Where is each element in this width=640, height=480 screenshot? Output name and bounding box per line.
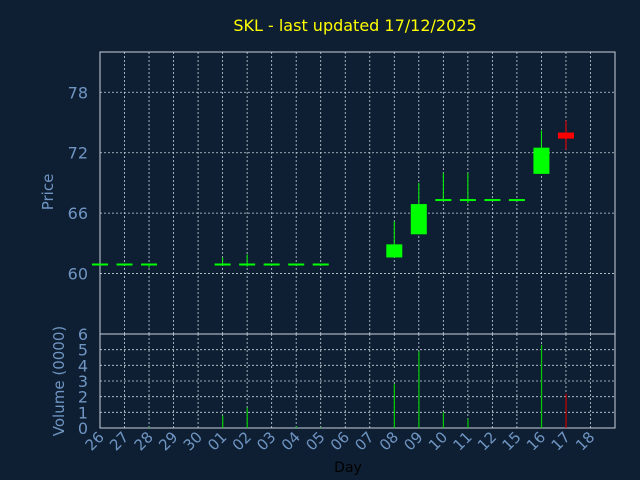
x-tick-label: 15 (499, 428, 525, 454)
x-tick-label: 30 (180, 428, 206, 454)
candle-body (410, 204, 427, 235)
volume-bar (295, 426, 297, 428)
volume-bar (393, 384, 395, 428)
price-panel-frame (99, 51, 616, 335)
candle-body (312, 263, 329, 266)
x-tick-label: 28 (131, 428, 157, 454)
price-y-ticks: 60 66 72 78 (68, 83, 88, 283)
volume-bar (246, 407, 248, 428)
volume-tick-label: 5 (78, 341, 88, 360)
volume-bar (467, 418, 469, 428)
x-tick-label: 07 (351, 428, 377, 454)
x-tick-label: 27 (106, 428, 132, 454)
x-axis-label: Day (334, 460, 362, 476)
volume-tick-label: 3 (78, 372, 88, 391)
x-tick-label: 08 (376, 428, 402, 454)
candle-body (263, 263, 280, 266)
volume-panel-frame (99, 333, 616, 429)
x-tick-label: 10 (425, 428, 451, 454)
price-axis-label: Price (39, 174, 57, 211)
volume-bar (222, 415, 224, 428)
price-grid (100, 52, 615, 334)
volume-tick-label: 1 (78, 403, 88, 422)
candle-body (459, 199, 476, 202)
x-tick-label: 17 (548, 428, 574, 454)
volume-bar (540, 344, 543, 428)
chart-title: SKL - last updated 17/12/2025 (233, 16, 476, 35)
candle-body (484, 199, 501, 202)
price-tick-label: 60 (68, 265, 88, 284)
volume-tick-label: 0 (78, 419, 88, 438)
price-tick-label: 66 (68, 204, 88, 223)
volume-bar (148, 427, 150, 428)
x-tick-label: 16 (523, 428, 549, 454)
candle-body (288, 263, 305, 266)
candle-body (386, 244, 403, 258)
volume-axis-label: Volume (0000) (50, 326, 68, 436)
volume-grid (100, 334, 615, 428)
volume-bar (320, 427, 322, 428)
candle-body (557, 132, 574, 139)
x-tick-label: 04 (278, 428, 304, 454)
candle-body (239, 263, 256, 266)
x-tick-label: 02 (229, 428, 255, 454)
candle-body (116, 263, 133, 266)
volume-tick-label: 4 (78, 356, 88, 375)
volume-bar (565, 393, 567, 428)
x-tick-label: 05 (302, 428, 328, 454)
candle-body (533, 147, 550, 174)
volume-bar (418, 351, 420, 428)
candle-body (508, 199, 525, 202)
x-tick-label: 09 (400, 428, 426, 454)
x-tick-label: 06 (327, 428, 353, 454)
volume-tick-label: 6 (78, 325, 88, 344)
price-tick-label: 72 (68, 144, 88, 163)
volume-bar (442, 412, 445, 428)
x-tick-label: 12 (474, 428, 500, 454)
candle-body (141, 263, 158, 266)
x-tick-label: 29 (155, 428, 181, 454)
candle-body (214, 263, 231, 266)
volume-tick-label: 2 (78, 388, 88, 407)
x-tick-label: 18 (572, 428, 598, 454)
candles (92, 120, 574, 268)
x-ticks: 2627282930010203040506070809101112151617… (82, 428, 599, 454)
x-tick-label: 03 (253, 428, 279, 454)
candle-body (92, 263, 108, 266)
candle-body (435, 199, 452, 202)
x-tick-label: 01 (204, 428, 230, 454)
x-tick-label: 11 (449, 428, 475, 454)
volume-bars (148, 344, 567, 428)
price-tick-label: 78 (68, 83, 88, 102)
